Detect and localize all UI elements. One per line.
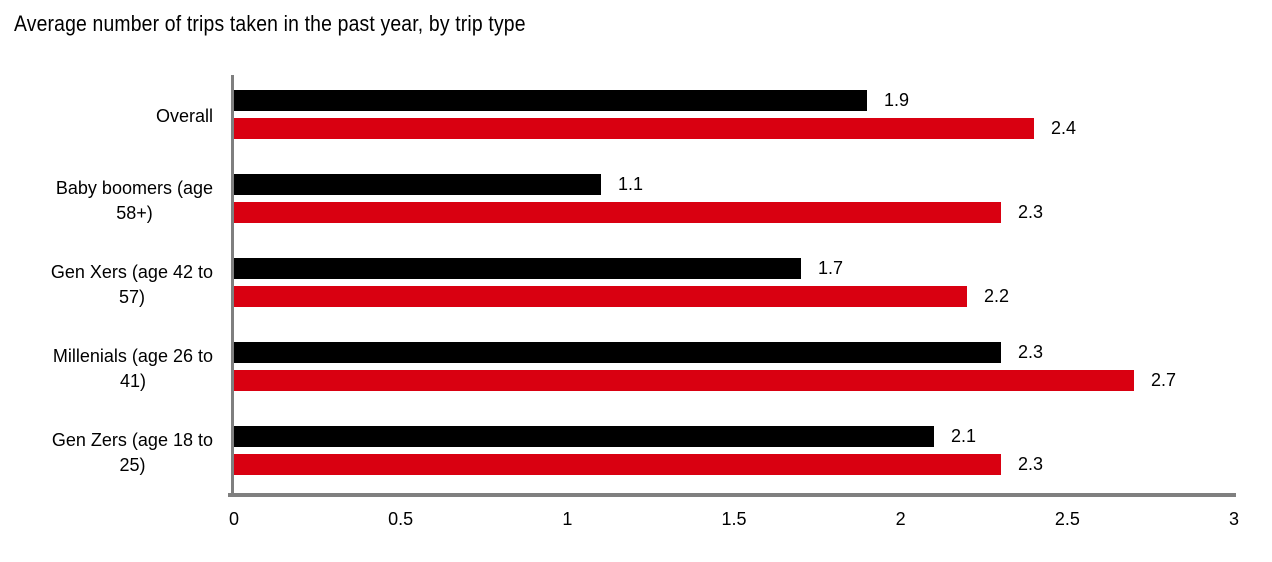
category-label-text: Baby boomers (age 58+) [55,177,213,223]
category-label: Gen Xers (age 42 to 57) [0,243,213,327]
value-label: 2.4 [1051,118,1077,138]
value-label: 2.3 [1018,342,1044,362]
x-axis-tick-label: 2 [895,509,906,529]
x-axis-tick-label: 1.5 [721,509,747,529]
category-label-text: Gen Zers (age 18 to 25) [51,429,213,475]
value-label: 2.3 [1018,202,1044,222]
value-label: 2.3 [1018,454,1044,474]
red-series-bar [234,370,1134,391]
category-label: Gen Zers (age 18 to 25) [0,411,213,495]
value-label: 1.1 [618,174,644,194]
x-axis-tick-label: 0.5 [388,509,414,529]
red-series-bar [234,286,967,307]
black-series-bar [234,426,934,447]
category-label: Overall [0,75,213,159]
value-label: 1.7 [818,258,844,278]
value-label: 1.9 [884,90,910,110]
red-series-bar [234,118,1034,139]
red-series-bar [234,454,1001,475]
category-label: Millenials (age 26 to 41) [0,327,213,411]
y-axis-line [231,75,234,497]
x-axis-tick-label: 3 [1228,509,1239,529]
black-series-bar [234,342,1001,363]
category-label: Baby boomers (age 58+) [0,159,213,243]
x-axis-tick-label: 1 [562,509,573,529]
value-label: 2.7 [1151,370,1177,390]
category-label-text: Overall [155,106,213,127]
red-series-bar [234,202,1001,223]
category-label-text: Millenials (age 26 to 41) [52,345,213,391]
value-label: 2.1 [951,426,977,446]
x-axis-tick-label: 0 [228,509,239,529]
black-series-bar [234,90,867,111]
x-axis-line [228,493,1236,497]
black-series-bar [234,174,601,195]
x-axis-tick-label: 2.5 [1054,509,1080,529]
value-label: 2.2 [984,286,1010,306]
category-label-text: Gen Xers (age 42 to 57) [50,261,213,307]
chart-title: Average number of trips taken in the pas… [14,11,526,36]
black-series-bar [234,258,801,279]
